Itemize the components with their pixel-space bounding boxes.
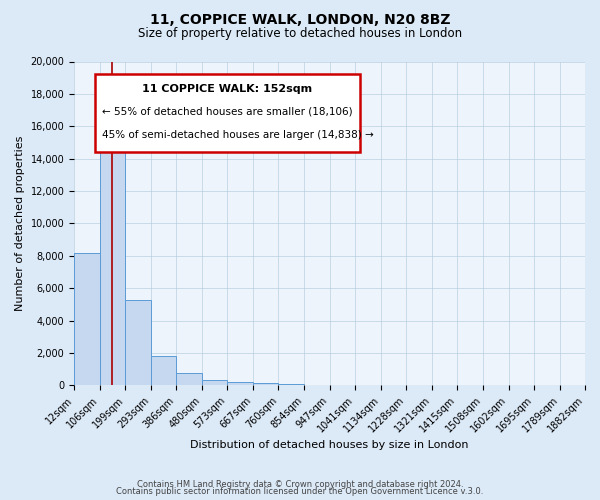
Bar (253, 384, 278, 386)
Bar (100, 118, 125, 386)
Text: ← 55% of detached houses are smaller (18,106): ← 55% of detached houses are smaller (18… (102, 107, 353, 117)
Text: Contains public sector information licensed under the Open Government Licence v.: Contains public sector information licen… (116, 487, 484, 496)
Bar (125, 300, 151, 386)
Bar (202, 380, 227, 386)
Bar (227, 382, 253, 386)
Text: 45% of semi-detached houses are larger (14,838) →: 45% of semi-detached houses are larger (… (102, 130, 374, 140)
Text: 11, COPPICE WALK, LONDON, N20 8BZ: 11, COPPICE WALK, LONDON, N20 8BZ (150, 12, 450, 26)
Text: Contains HM Land Registry data © Crown copyright and database right 2024.: Contains HM Land Registry data © Crown c… (137, 480, 463, 489)
FancyBboxPatch shape (95, 74, 360, 152)
Bar (74, 252, 100, 386)
X-axis label: Distribution of detached houses by size in London: Distribution of detached houses by size … (190, 440, 469, 450)
Y-axis label: Number of detached properties: Number of detached properties (15, 136, 25, 311)
Bar (278, 384, 304, 386)
Bar (151, 356, 176, 386)
Text: Size of property relative to detached houses in London: Size of property relative to detached ho… (138, 28, 462, 40)
Bar (176, 372, 202, 386)
Text: 11 COPPICE WALK: 152sqm: 11 COPPICE WALK: 152sqm (142, 84, 313, 94)
